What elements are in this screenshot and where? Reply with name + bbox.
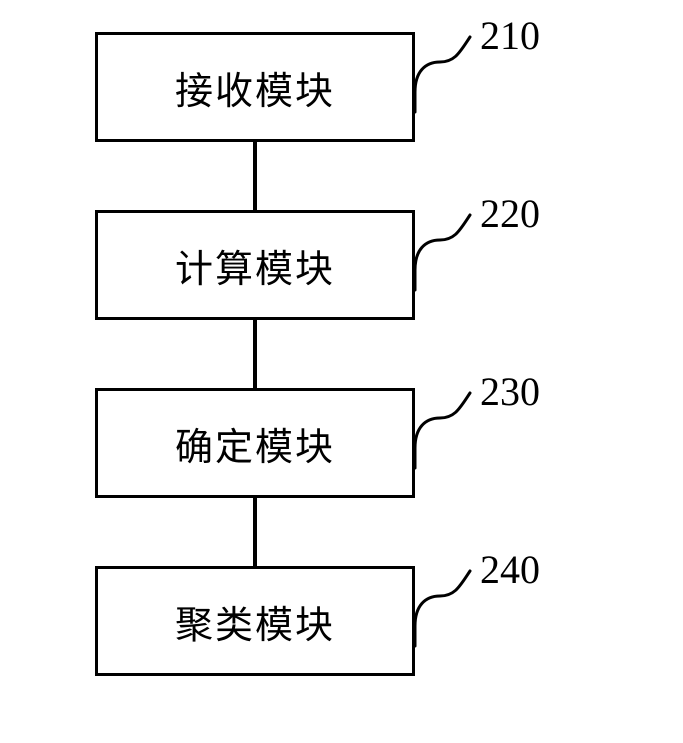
ref-number: 240 xyxy=(480,546,540,593)
connector xyxy=(253,142,257,210)
callout-curve xyxy=(415,586,495,676)
flow-box-n3: 确定模块 xyxy=(95,388,415,498)
ref-number: 230 xyxy=(480,368,540,415)
ref-number: 210 xyxy=(480,12,540,59)
flow-box-n1: 接收模块 xyxy=(95,32,415,142)
flow-box-label: 计算模块 xyxy=(175,238,335,293)
flow-box-n4: 聚类模块 xyxy=(95,566,415,676)
flow-box-n2: 计算模块 xyxy=(95,210,415,320)
connector xyxy=(253,498,257,566)
callout-curve xyxy=(415,408,495,498)
connector xyxy=(253,320,257,388)
flow-box-label: 聚类模块 xyxy=(175,594,335,649)
ref-number: 220 xyxy=(480,190,540,237)
callout-curve xyxy=(415,52,495,142)
flow-box-label: 确定模块 xyxy=(175,416,335,471)
flowchart-canvas: 接收模块 210 计算模块 220 确定模块 230 聚类模块 240 xyxy=(0,0,683,743)
callout-curve xyxy=(415,230,495,320)
flow-box-label: 接收模块 xyxy=(175,60,335,115)
